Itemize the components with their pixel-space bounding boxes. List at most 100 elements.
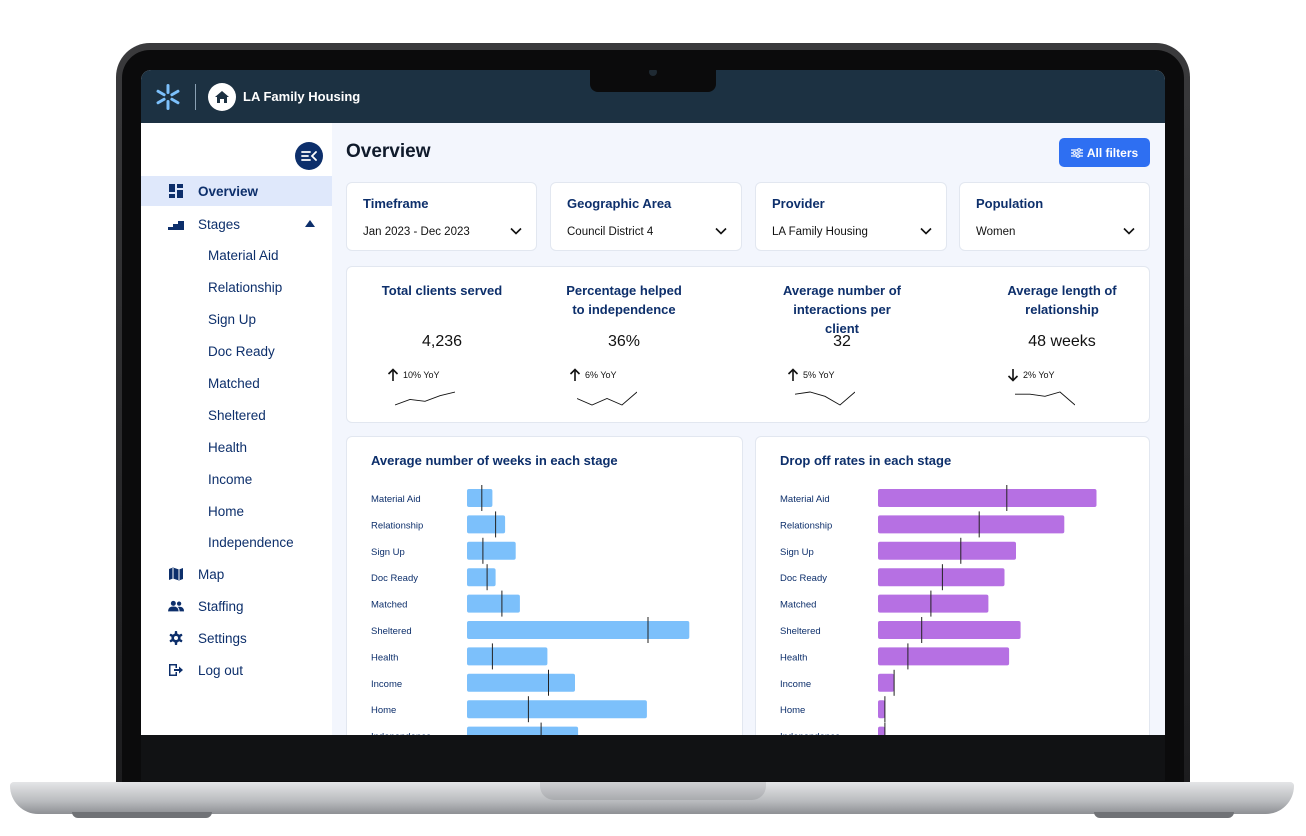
filter-title: Population [976, 196, 1044, 211]
category-label: Independence [371, 732, 431, 735]
sidebar-item-label: Map [198, 566, 225, 582]
kpi-change: 6% YoY [569, 367, 617, 383]
category-label: Sign Up [371, 547, 405, 558]
sidebar-subitem-doc-ready[interactable]: Doc Ready [208, 344, 275, 359]
bar [878, 594, 989, 613]
chevron-down-icon[interactable] [920, 227, 932, 235]
filter-title: Provider [772, 196, 825, 211]
category-label: Sign Up [780, 547, 814, 558]
camera-icon [649, 70, 657, 76]
sidebar-subitem-relationship[interactable]: Relationship [208, 280, 283, 295]
sidebar-item-label: Stages [198, 216, 241, 232]
sparkline-path [1015, 391, 1075, 406]
dropoff-chart-card: Drop off rates in each stage Material Ai… [755, 436, 1150, 735]
caret-up-icon[interactable] [305, 220, 315, 227]
sparkline-path [395, 391, 455, 406]
category-label: Relationship [780, 520, 832, 531]
category-label: Home [780, 705, 805, 716]
filter-geographic-area[interactable]: Geographic Area Council District 4 [550, 182, 742, 251]
category-label: Independence [780, 732, 840, 735]
category-label: Doc Ready [780, 573, 827, 584]
collapse-sidebar-button[interactable] [295, 142, 323, 170]
dashboard-icon [168, 183, 184, 199]
sidebar-item-map[interactable]: Map [141, 559, 332, 589]
weeks-chart-card: Average number of weeks in each stage Ma… [346, 436, 743, 735]
topbar-divider [195, 83, 196, 110]
bar [878, 673, 895, 692]
sparkline-path [795, 391, 855, 406]
bar [467, 621, 690, 639]
sidebar-item-label: Settings [198, 630, 247, 646]
category-label: Income [371, 679, 402, 690]
chart-title: Average number of weeks in each stage [371, 453, 618, 468]
bar [878, 621, 1021, 639]
arrow-up-icon [787, 368, 799, 381]
filter-timeframe[interactable]: Timeframe Jan 2023 - Dec 2023 [346, 182, 537, 251]
kpi-label: Average number of interactions per clien… [783, 283, 901, 336]
page-title: Overview [346, 141, 431, 162]
sparkline-path [577, 391, 637, 406]
screen: LA Family Housing Overview Stages [141, 70, 1165, 735]
sidebar-item-label: Log out [198, 662, 244, 678]
sidebar-subitem-independence[interactable]: Independence [208, 535, 294, 550]
bar [878, 700, 885, 719]
sliders-icon [1070, 147, 1083, 158]
category-label: Home [371, 705, 396, 716]
category-label: Health [371, 652, 398, 663]
arrow-up-icon [387, 368, 399, 381]
kpi-label: Average length of relationship [1007, 283, 1117, 317]
org-avatar[interactable] [208, 82, 236, 111]
chart-title: Drop off rates in each stage [780, 453, 952, 468]
chevron-down-icon[interactable] [1123, 227, 1135, 235]
kpi-sparkline [1015, 391, 1075, 406]
all-filters-button[interactable]: All filters [1059, 138, 1150, 167]
all-filters-label: All filters [1086, 145, 1139, 160]
bar [878, 515, 1065, 534]
sidebar-subitem-matched[interactable]: Matched [208, 376, 260, 391]
chevron-down-icon[interactable] [510, 227, 522, 235]
sidebar-subitem-material-aid[interactable]: Material Aid [208, 248, 279, 263]
category-label: Matched [780, 600, 816, 611]
map-icon [168, 566, 184, 582]
kpi-change-text: 10% YoY [403, 370, 440, 380]
sidebar-subitem-health[interactable]: Health [208, 440, 248, 455]
kpi-sparkline [795, 391, 855, 406]
category-label: Sheltered [371, 626, 412, 637]
sidebar-item-stages[interactable]: Stages [141, 209, 332, 239]
brand-logo-icon[interactable] [153, 82, 183, 112]
category-label: Health [780, 652, 807, 663]
filter-value: Council District 4 [567, 226, 654, 238]
kpi-change: 2% YoY [1007, 367, 1055, 383]
sidebar-subitem-sheltered[interactable]: Sheltered [208, 408, 266, 423]
sidebar-subitem-sign-up[interactable]: Sign Up [208, 312, 257, 327]
gear-icon [168, 630, 184, 646]
filter-population[interactable]: Population Women [959, 182, 1150, 251]
stairs-icon [168, 216, 184, 232]
sidebar-item-overview[interactable]: Overview [141, 176, 332, 206]
sidebar: Overview Stages Material Aid Relationship… [141, 123, 332, 735]
kpi-label: Total clients served [381, 283, 503, 298]
bar [878, 726, 885, 735]
logout-icon [168, 662, 184, 678]
sidebar-item-staffing[interactable]: Staffing [141, 591, 332, 621]
kpi-value: 32 [833, 333, 851, 350]
bar [467, 594, 520, 613]
sidebar-subitem-income[interactable]: Income [208, 472, 253, 487]
filter-provider[interactable]: Provider LA Family Housing [755, 182, 947, 251]
laptop-foot-left [72, 812, 212, 818]
sidebar-subitem-home[interactable]: Home [208, 504, 245, 519]
home-icon [215, 90, 229, 103]
kpi-change: 5% YoY [787, 367, 835, 383]
filter-value: LA Family Housing [772, 226, 868, 238]
kpi-change-text: 5% YoY [803, 370, 835, 380]
kpi-value: 4,236 [421, 333, 463, 350]
sidebar-item-settings[interactable]: Settings [141, 623, 332, 653]
chevron-down-icon[interactable] [715, 227, 727, 235]
sidebar-item-label: Staffing [198, 598, 244, 614]
kpi-change-text: 2% YoY [1023, 370, 1055, 380]
category-label: Sheltered [780, 626, 821, 637]
bar [467, 541, 516, 560]
filter-title: Timeframe [363, 196, 429, 211]
sidebar-item-logout[interactable]: Log out [141, 655, 332, 685]
bar [878, 541, 1016, 560]
